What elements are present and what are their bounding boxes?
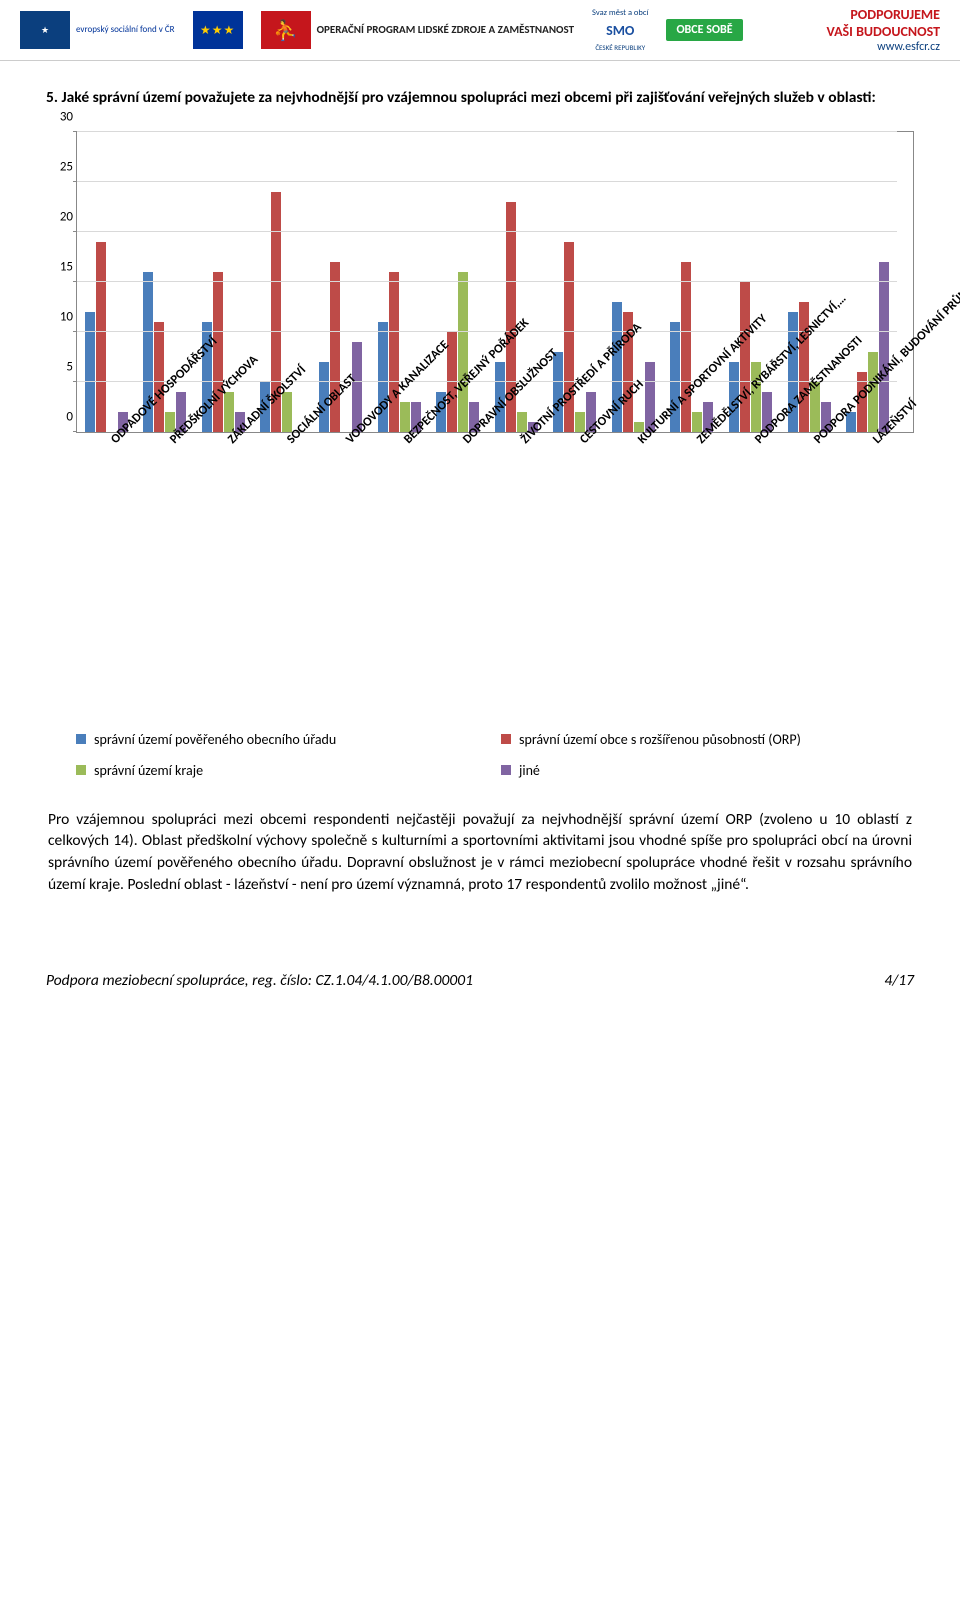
eu-flag [193,11,243,49]
chart-gridline [77,131,897,132]
question-number: 5. [46,88,58,107]
chart-y-tick-label: 0 [49,409,73,424]
smo-sub: ČESKÉ REPUBLIKY [595,44,645,51]
chart-plot-area: 051015202530 [77,132,897,432]
legend-item: jiné [501,762,896,779]
footer-right: 4/17 [884,971,914,990]
chart-y-tick-label: 15 [49,259,73,274]
chart-y-tick-label: 5 [49,359,73,374]
chart-x-labels: ODPADOVÉ HOSPODÁŘSTVÍPŘEDŠKOLNÍ VÝCHOVAZ… [76,435,896,715]
smo-top: Svaz měst a obcí [592,9,648,18]
podporujeme-line2: VAŠI BUDOUCNOST [827,23,940,40]
chart-y-tick-label: 30 [49,109,73,124]
chart-y-tickmark [73,331,77,332]
footer-left: Podpora meziobecní spolupráce, reg. čísl… [46,971,473,990]
smo-logo: Svaz měst a obcí SMO ČESKÉ REPUBLIKY [592,9,648,51]
chart-x-label: ZEMĚDĚLSTVÍ, RYBÁŘSTVÍ, LESNICTVÍ,… [691,439,889,637]
chart-x-label: SOCIÁLNÍ OBLAST [281,439,479,637]
chart-legend: správní území pověřeného obecního úřadu s… [76,725,896,809]
legend-label: jiné [519,762,540,779]
legend-swatch [501,734,511,744]
chart-y-tick-label: 25 [49,159,73,174]
op-lz-logo: ⛹ OPERAČNÍ PROGRAM LIDSKÉ ZDROJE A ZAMĚS… [261,11,574,49]
chart-x-label: KULTURNÍ A SPORTOVNÍ AKTIVITY [632,439,830,637]
chart-gridline [77,381,897,382]
chart-bar [96,242,106,432]
chart-y-tickmark [73,181,77,182]
legend-label: správní území pověřeného obecního úřadu [94,731,336,748]
chart-y-tick-label: 10 [49,309,73,324]
legend-swatch [501,765,511,775]
esf-icon: ★ [20,11,70,49]
podporujeme-block: PODPORUJEME VAŠI BUDOUCNOST www.esfcr.cz [827,6,940,54]
chart-bar-group [81,132,132,432]
legend-swatch [76,734,86,744]
chart-y-tickmark [73,281,77,282]
smo-main: SMO [606,24,634,38]
chart-x-label: ŽIVOTNÍ PROSTŘEDÍ A PŘÍRODA [515,439,713,637]
op-lz-text: OPERAČNÍ PROGRAM LIDSKÉ ZDROJE A ZAMĚSTN… [317,23,574,36]
chart-x-label: DOPRAVNÍ OBSLUŽNOST [457,439,655,637]
chart-bar [85,312,95,432]
chart-x-label: VODOVODY A KANALIZACE [340,439,538,637]
legend-item: správní území pověřeného obecního úřadu [76,731,471,748]
esf-logo: ★ evropský sociální fond v ČR [20,11,175,49]
chart-x-label: ODPADOVÉ HOSPODÁŘSTVÍ [105,439,303,637]
podporujeme-url: www.esfcr.cz [827,40,940,54]
legend-item: správní území obce s rozšířenou působnos… [501,731,896,748]
legend-item: správní území kraje [76,762,471,779]
chart-gridline [77,331,897,332]
obce-sobe-badge: OBCE SOBĚ [666,19,742,41]
chart-x-label: BEZPEČNOST, VEŘEJNÝ POŘÁDEK [398,439,596,637]
chart: 051015202530 ODPADOVÉ HOSPODÁŘSTVÍPŘEDŠK… [76,131,914,715]
body-paragraph: Pro vzájemnou spolupráci mezi obcemi res… [46,809,914,956]
header-logo-strip: ★ evropský sociální fond v ČR ⛹ OPERAČNÍ… [0,0,960,61]
chart-bar [458,272,468,432]
chart-y-tick-label: 20 [49,209,73,224]
legend-swatch [76,765,86,775]
op-lz-icon: ⛹ [261,11,311,49]
chart-x-label: ZÁKLADNÍ ŠKOLSTVÍ [222,439,420,637]
chart-gridline [77,181,897,182]
eu-flag-icon [193,11,243,49]
chart-bar [879,262,889,432]
chart-x-label: PODPORA ZAMĚSTNANOSTI [749,439,947,637]
chart-gridline [77,281,897,282]
legend-label: správní území kraje [94,762,203,779]
chart-y-tickmark [73,231,77,232]
chart-bar [154,322,164,432]
esf-text: evropský sociální fond v ČR [76,25,175,36]
chart-y-tickmark [73,431,77,432]
chart-y-tickmark [73,381,77,382]
question-text: Jaké správní území považujete za nejvhod… [62,88,876,107]
chart-y-tickmark [73,131,77,132]
chart-gridline [77,231,897,232]
podporujeme-line1: PODPORUJEME [827,6,940,23]
page-footer: Podpora meziobecní spolupráce, reg. čísl… [0,965,960,1004]
chart-x-label: LÁZEŇSTVÍ [867,439,960,637]
chart-x-label: PŘEDŠKOLNÍ VÝCHOVA [164,439,362,637]
legend-label: správní území obce s rozšířenou působnos… [519,731,801,748]
chart-x-label: CESTOVNÍ RUCH [574,439,772,637]
question-title: 5. Jaké správní území považujete za nejv… [46,87,914,109]
chart-x-label: PODPORA PODNIKÁNÍ, BUDOVÁNÍ PRŮM.… [808,439,960,637]
